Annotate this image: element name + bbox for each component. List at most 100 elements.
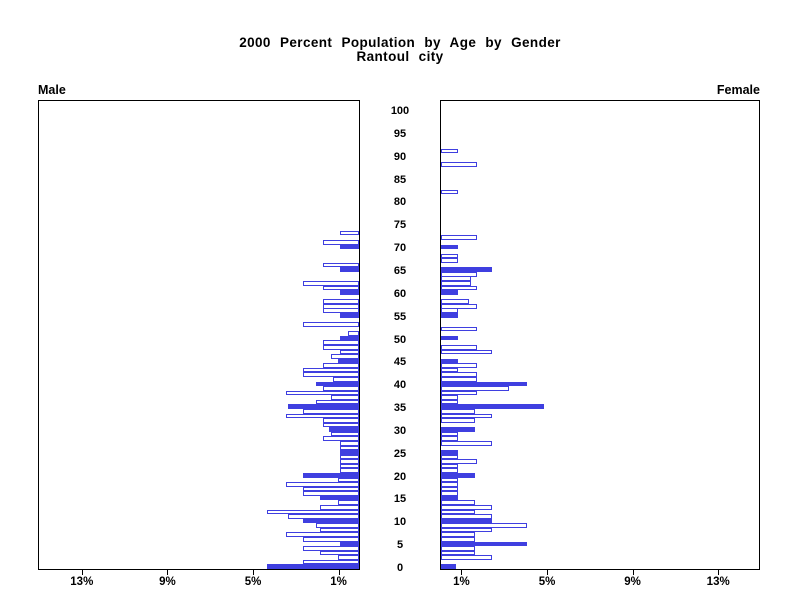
- bar-female-age-70: [441, 244, 459, 250]
- bar-female-age-41: [441, 377, 478, 382]
- bar-male-age-66: [322, 262, 359, 268]
- bar-male-age-60: [339, 290, 359, 295]
- bar-female-age-13: [441, 504, 493, 510]
- bar-female-age-37: [441, 395, 459, 400]
- bar-female-age-40: [441, 381, 527, 387]
- bar-male-age-2: [337, 555, 359, 560]
- bar-female-age-16: [441, 491, 459, 496]
- bar-male-age-19: [337, 477, 359, 483]
- axis-tick-label-13%: 13%: [706, 576, 730, 588]
- bar-female-age-64: [441, 271, 478, 277]
- chart-title: 2000 Percent Population by Age by Gender: [239, 35, 561, 50]
- bar-female-age-50: [441, 335, 459, 341]
- bar-male-age-37: [331, 395, 359, 400]
- age-label-20: 20: [393, 470, 407, 483]
- age-label-90: 90: [393, 150, 407, 163]
- bar-female-age-11: [441, 514, 493, 519]
- bar-male-age-20: [303, 473, 359, 478]
- bar-female-age-68: [441, 253, 459, 259]
- bar-female-age-38: [441, 390, 478, 396]
- axis-tick-label-9%: 9%: [159, 576, 176, 588]
- bar-female-age-39: [441, 386, 510, 391]
- age-label-5: 5: [396, 539, 404, 552]
- bar-female-age-14: [441, 500, 476, 505]
- bar-female-age-9: [441, 523, 527, 528]
- bar-male-age-30: [329, 427, 359, 432]
- bar-female-age-17: [441, 486, 459, 492]
- bar-female-age-0: [441, 564, 456, 569]
- bar-male-age-1: [303, 559, 359, 565]
- bar-male-age-35: [288, 404, 359, 410]
- bar-female-age-56: [441, 308, 459, 314]
- bar-male-age-48: [322, 345, 359, 350]
- bar-female-age-20: [441, 473, 476, 478]
- bar-female-age-21: [441, 468, 459, 474]
- bar-female-age-44: [441, 363, 478, 368]
- bar-female-age-19: [441, 477, 459, 483]
- bar-male-age-4: [303, 546, 359, 551]
- age-label-95: 95: [393, 127, 407, 140]
- bar-male-age-8: [320, 527, 359, 533]
- bar-male-age-73: [339, 230, 359, 236]
- bar-male-age-32: [322, 418, 359, 423]
- bar-male-age-5: [339, 541, 359, 547]
- age-label-0: 0: [396, 562, 404, 574]
- bar-female-age-72: [441, 235, 478, 240]
- bar-female-age-28: [441, 436, 459, 442]
- age-label-100: 100: [390, 105, 410, 117]
- bar-female-age-27: [441, 441, 493, 446]
- axis-tick: [718, 570, 720, 575]
- bar-female-age-4: [441, 546, 476, 551]
- bar-male-age-65: [339, 267, 359, 272]
- bar-male-age-12: [266, 509, 359, 515]
- axis-tick-label-5%: 5%: [538, 576, 556, 588]
- bar-male-age-58: [322, 299, 359, 304]
- bar-male-age-53: [303, 322, 359, 327]
- bar-male-age-61: [322, 285, 359, 291]
- bar-female-age-82: [441, 189, 459, 195]
- bar-female-age-24: [441, 454, 459, 460]
- bar-male-age-21: [339, 468, 359, 474]
- bar-male-age-44: [322, 363, 359, 368]
- age-label-40: 40: [393, 379, 407, 392]
- age-label-85: 85: [393, 173, 407, 186]
- bar-female-age-55: [441, 313, 459, 318]
- axis-tick: [81, 570, 83, 575]
- bar-male-age-26: [339, 445, 359, 451]
- bar-female-age-60: [441, 290, 459, 295]
- bar-female-age-58: [441, 299, 469, 304]
- bar-male-age-71: [322, 239, 359, 245]
- bar-male-age-0: [266, 564, 359, 569]
- bar-male-age-70: [339, 244, 359, 250]
- age-label-65: 65: [393, 264, 407, 277]
- bar-female-age-65: [441, 267, 493, 272]
- bar-female-age-3: [441, 550, 476, 556]
- bar-female-age-12: [441, 509, 476, 515]
- bar-male-age-51: [348, 331, 359, 336]
- female-axis-label: Female: [716, 83, 760, 97]
- bar-male-age-24: [339, 454, 359, 460]
- bar-female-age-10: [441, 518, 493, 524]
- bar-male-age-13: [320, 504, 359, 510]
- age-label-60: 60: [393, 287, 407, 300]
- axis-tick-label-5%: 5%: [244, 576, 262, 588]
- bar-female-age-32: [441, 418, 476, 423]
- male-axis-label: Male: [38, 83, 66, 97]
- bar-male-age-41: [333, 377, 359, 382]
- bar-male-age-14: [337, 500, 359, 505]
- bar-male-age-36: [316, 399, 359, 405]
- bar-male-age-25: [339, 450, 359, 455]
- bar-female-age-91: [441, 148, 459, 154]
- axis-tick: [253, 570, 254, 575]
- bar-male-age-49: [322, 340, 359, 346]
- bar-female-age-5: [441, 541, 527, 547]
- bar-male-age-7: [286, 532, 359, 537]
- age-label-35: 35: [393, 402, 407, 415]
- axis-tick-label-1%: 1%: [330, 576, 347, 588]
- age-label-45: 45: [393, 356, 407, 369]
- bar-female-age-52: [441, 326, 478, 332]
- bar-male-age-50: [339, 335, 359, 341]
- bar-male-age-43: [303, 367, 359, 373]
- bar-male-age-3: [320, 550, 359, 556]
- bar-female-age-6: [441, 536, 476, 542]
